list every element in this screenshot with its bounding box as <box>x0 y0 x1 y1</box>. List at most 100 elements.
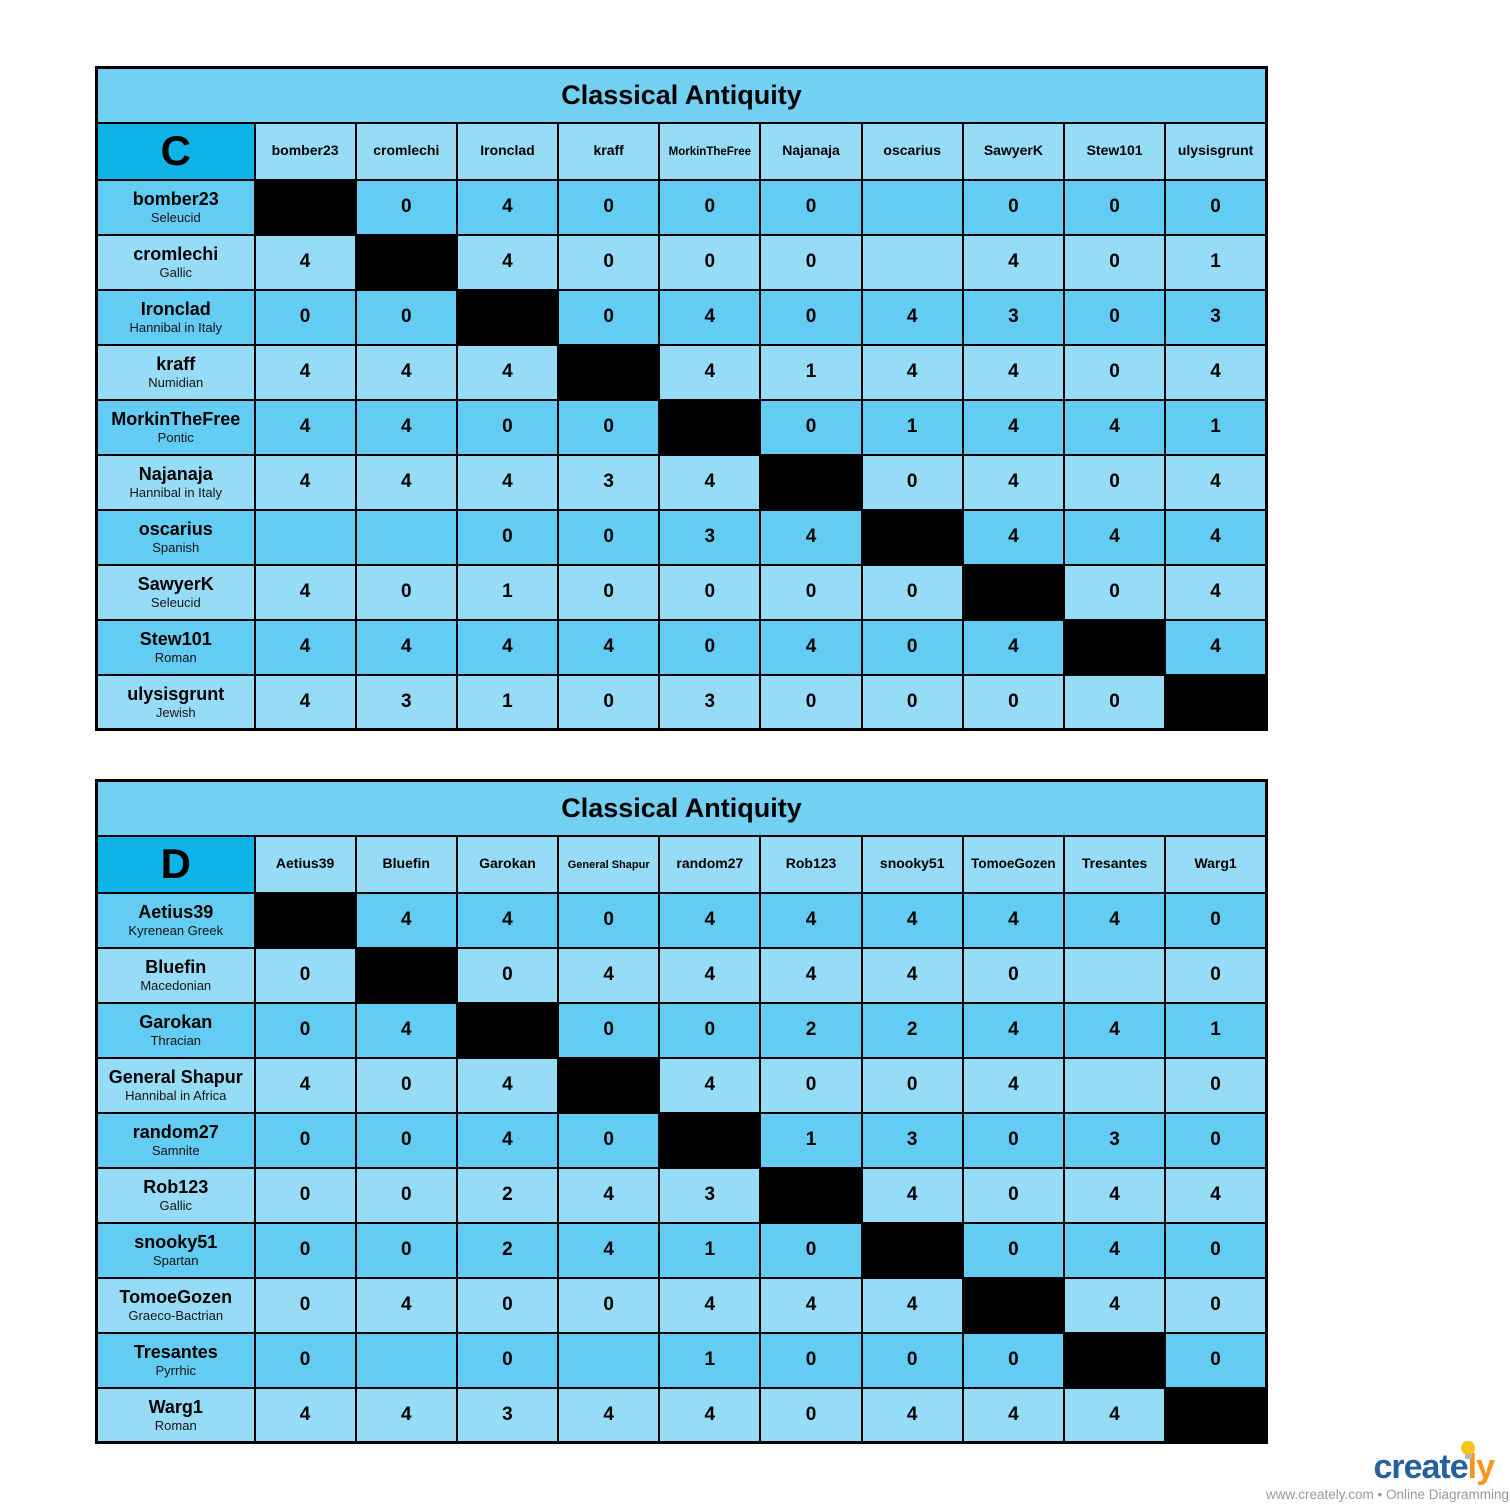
player-name: snooky51 <box>134 1231 218 1252</box>
column-header-label: SawyerK <box>983 142 1043 158</box>
score-cell: 4 <box>961 453 1066 511</box>
score-cell: 0 <box>557 673 661 731</box>
diagonal-cell <box>354 233 458 291</box>
score-cell: 0 <box>455 1276 560 1334</box>
column-header-row: D Aetius39 Bluefin Garokan General Shapur ran… <box>95 834 1268 894</box>
table-row: TomoeGozen Graeco-Bactrian 0 4 0 0 4 4 4 4 0 <box>95 1276 1268 1334</box>
player-faction: Seleucid <box>150 595 201 611</box>
diagonal-cell <box>860 508 964 566</box>
column-header-label: cromlechi <box>373 142 440 158</box>
score-cell: 4 <box>961 398 1066 456</box>
score-cell: 4 <box>253 1056 357 1114</box>
player-name: MorkinTheFree <box>111 408 241 429</box>
player-faction: Thracian <box>150 1033 202 1049</box>
score-cell: 0 <box>1062 233 1167 291</box>
score-cell: 4 <box>354 343 458 401</box>
score-cell: 1 <box>759 343 863 401</box>
column-header: Warg1 <box>1164 834 1268 894</box>
score-cell: 3 <box>658 673 762 731</box>
player-cell: Aetius39 Kyrenean Greek <box>95 891 256 949</box>
score-cell: 4 <box>354 891 458 949</box>
score-cell: 0 <box>759 1331 863 1389</box>
score-cell: 0 <box>658 563 762 621</box>
player-name: Stew101 <box>139 628 212 649</box>
player-name: random27 <box>132 1121 219 1142</box>
column-header: random27 <box>658 834 762 894</box>
column-header-label: oscarius <box>883 142 942 158</box>
score-cell: 4 <box>1062 1276 1167 1334</box>
score-cell: 4 <box>1062 508 1167 566</box>
score-cell: 4 <box>658 453 762 511</box>
creately-logo: creately <box>1373 1441 1496 1486</box>
score-cell: 0 <box>557 891 661 949</box>
player-name: General Shapur <box>108 1066 243 1087</box>
score-cell: 0 <box>1164 1056 1268 1114</box>
column-header-label: MorkinTheFree <box>668 146 752 158</box>
column-header-label: Rob123 <box>785 855 837 871</box>
column-header-label: Aetius39 <box>275 855 335 871</box>
column-header-label: ulysisgrunt <box>1177 142 1254 158</box>
score-cell: 4 <box>354 1001 458 1059</box>
diagonal-cell <box>860 1221 964 1279</box>
score-cell: 4 <box>658 891 762 949</box>
score-cell: 4 <box>354 1276 458 1334</box>
player-faction: Spanish <box>152 540 200 556</box>
lightbulb-icon <box>1461 1441 1475 1460</box>
score-cell: 0 <box>557 288 661 346</box>
player-cell: oscarius Spanish <box>95 508 256 566</box>
player-faction: Numidian <box>148 375 204 391</box>
score-cell: 4 <box>253 618 357 676</box>
score-cell: 4 <box>354 398 458 456</box>
player-name: cromlechi <box>133 243 219 264</box>
table-row: MorkinTheFree Pontic 4 4 0 0 0 1 4 4 1 <box>95 398 1268 456</box>
score-cell: 0 <box>1062 673 1167 731</box>
group-letter: C <box>95 121 256 181</box>
column-header: Bluefin <box>354 834 458 894</box>
diagonal-cell <box>455 1001 560 1059</box>
score-cell: 0 <box>557 178 661 236</box>
diagonal-cell <box>1164 1386 1268 1444</box>
score-cell: 0 <box>759 1056 863 1114</box>
score-cell: 4 <box>759 508 863 566</box>
score-cell: 0 <box>253 288 357 346</box>
score-cell: 0 <box>759 233 863 291</box>
player-cell: Rob123 Gallic <box>95 1166 256 1224</box>
score-cell: 0 <box>354 1166 458 1224</box>
score-cell: 4 <box>455 178 560 236</box>
score-cell: 0 <box>1164 946 1268 1004</box>
player-cell: random27 Samnite <box>95 1111 256 1169</box>
score-cell: 4 <box>961 1056 1066 1114</box>
score-cell: 0 <box>860 453 964 511</box>
score-cell: 1 <box>1164 233 1268 291</box>
score-cell: 0 <box>961 1221 1066 1279</box>
player-cell: TomoeGozen Graeco-Bactrian <box>95 1276 256 1334</box>
score-cell: 0 <box>557 233 661 291</box>
player-name: Tresantes <box>133 1341 218 1362</box>
column-header-label: snooky51 <box>879 855 945 871</box>
diagonal-cell <box>961 1276 1066 1334</box>
column-header-label: Najanaja <box>782 142 840 158</box>
score-cell: 0 <box>354 563 458 621</box>
column-header-label: Bluefin <box>382 855 430 871</box>
score-cell: 0 <box>658 618 762 676</box>
column-header-label: Ironclad <box>480 142 535 158</box>
diagonal-cell <box>557 1056 661 1114</box>
score-cell: 0 <box>860 673 964 731</box>
score-cell: 4 <box>961 508 1066 566</box>
score-cell: 4 <box>961 1001 1066 1059</box>
score-cell: 0 <box>1164 1331 1268 1389</box>
score-cell: 0 <box>557 1276 661 1334</box>
score-cell: 4 <box>658 946 762 1004</box>
player-faction: Gallic <box>159 265 192 281</box>
column-header: SawyerK <box>961 121 1066 181</box>
score-cell: 0 <box>1164 1276 1268 1334</box>
table-title: Classical Antiquity <box>95 66 1268 124</box>
score-cell: 4 <box>759 618 863 676</box>
score-cell: 4 <box>1062 1166 1167 1224</box>
score-cell: 4 <box>1062 1386 1167 1444</box>
score-cell: 0 <box>557 398 661 456</box>
score-cell: 1 <box>455 673 560 731</box>
player-faction: Spartan <box>152 1253 199 1269</box>
column-header: Aetius39 <box>253 834 357 894</box>
table-row: cromlechi Gallic 4 4 0 0 0 4 0 1 <box>95 233 1268 291</box>
